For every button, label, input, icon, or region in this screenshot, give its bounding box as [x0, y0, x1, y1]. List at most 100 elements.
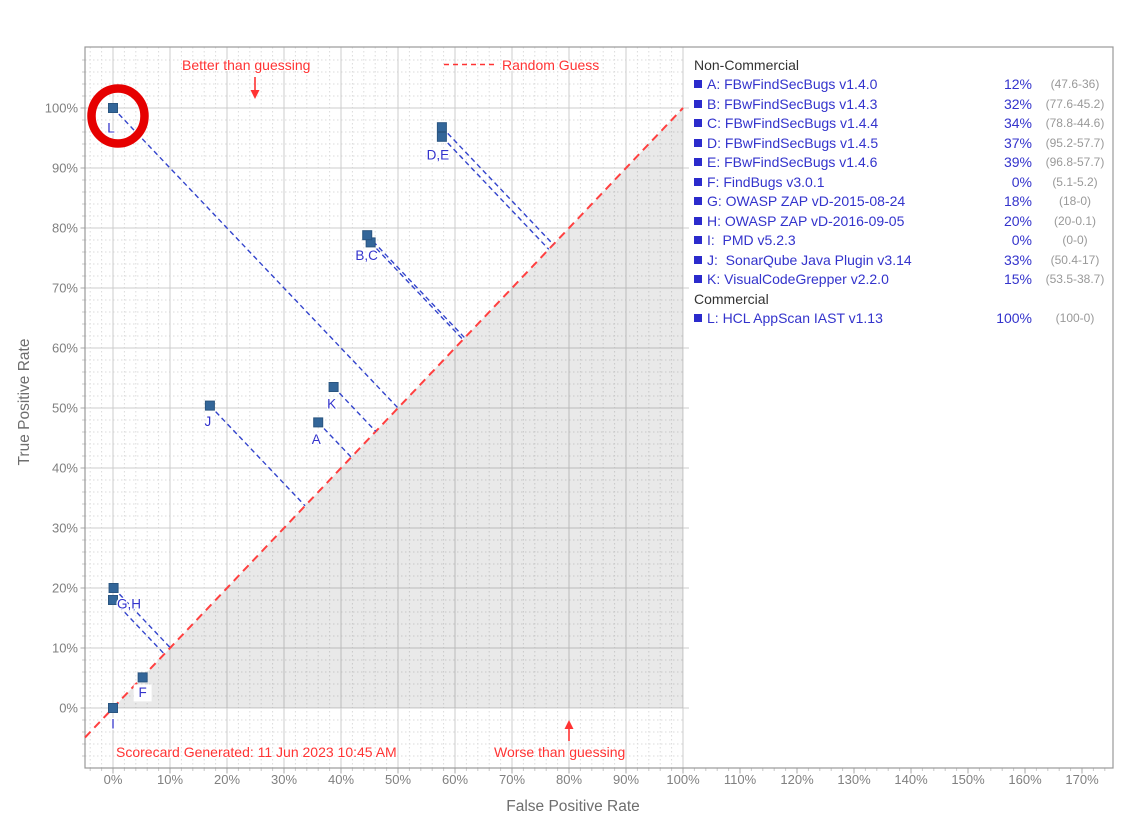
random-guess-line: [84, 107, 684, 739]
legend-item-j: J: SonarQube Java Plugin v3.14 33% (50.4-1…: [694, 250, 1118, 270]
legend-score: 12%: [1003, 76, 1032, 93]
legend-tpr-fpr-detail: (47.6-36): [1050, 77, 1100, 92]
data-point-A: [313, 417, 324, 428]
point-label-I: I: [111, 717, 115, 732]
point-label-L: L: [107, 121, 115, 136]
legend-tpr-fpr-detail: (96.8-57.7): [1045, 155, 1105, 170]
x-tick-label-20: 20%: [214, 772, 240, 787]
legend-item-h: H: OWASP ZAP vD-2016-09-05 20% (20-0.1): [694, 211, 1118, 231]
legend-marker-icon: [694, 177, 702, 186]
point-label-A: A: [312, 432, 321, 447]
legend-tool-name: G: OWASP ZAP vD-2015-08-24: [707, 193, 906, 210]
legend-tool-name: D: FBwFindSecBugs v1.4.5: [707, 134, 879, 151]
legend-tool-name: B: FBwFindSecBugs v1.4.3: [707, 95, 878, 112]
plot-border: [84, 46, 1114, 769]
legend-score: 32%: [1003, 95, 1032, 112]
legend-item-e: E: FBwFindSecBugs v1.4.6 39% (96.8-57.7): [694, 153, 1118, 173]
legend-tool-name: F: FindBugs v3.0.1: [707, 173, 825, 190]
annotation-random-guess: Random Guess: [502, 57, 600, 73]
point-label-G,H: G,H: [117, 597, 141, 612]
annotation-arrows: [250, 63, 574, 741]
y-tick-label-60: 60%: [52, 341, 78, 356]
x-tick-label-30: 30%: [271, 772, 297, 787]
legend-tpr-fpr-detail: (18-0): [1058, 194, 1091, 209]
x-tick-label-130: 130%: [837, 772, 871, 787]
legend-marker-icon: [694, 99, 702, 108]
data-points: [108, 103, 447, 713]
x-tick-label-0: 0%: [104, 772, 123, 787]
legend-tpr-fpr-detail: (77.6-45.2): [1045, 96, 1105, 111]
grid-major: [85, 47, 689, 772]
legend-marker-icon: [694, 275, 702, 284]
annotation-scorecard-generated: Scorecard Generated: 11 Jun 2023 10:45 A…: [116, 744, 397, 760]
y-axis-title: True Positive Rate: [16, 338, 33, 466]
better-arrow-head-icon: [250, 90, 260, 99]
legend-item-a: A: FBwFindSecBugs v1.4.0 12% (47.6-36): [694, 75, 1118, 95]
legend-item-k: K: VisualCodeGrepper v2.2.0 15% (53.5-38.7…: [694, 270, 1118, 290]
x-tick-label-150: 150%: [951, 772, 985, 787]
legend-tpr-fpr-detail: (20-0.1): [1053, 213, 1097, 228]
data-point-D: [436, 131, 447, 142]
connector-E: [441, 126, 554, 245]
legend-score: 37%: [1003, 134, 1032, 151]
x-tick-label-80: 80%: [556, 772, 582, 787]
connector-D: [441, 136, 550, 250]
label-backdrop: [133, 684, 152, 702]
data-point-E: [436, 122, 447, 133]
tools-legend: Non-Commercial A: FBwFindSecBugs v1.4.0 12…: [694, 55, 1118, 328]
x-tick-label-60: 60%: [442, 772, 468, 787]
legend-header-commercial: Commercial: [694, 290, 769, 307]
y-tick-label-40: 40%: [52, 461, 78, 476]
legend-score: 15%: [1003, 271, 1032, 288]
y-tick-label-0: 0%: [59, 701, 78, 716]
legend-tool-name: I: PMD v5.2.3: [707, 232, 796, 249]
legend-tpr-fpr-detail: (100-0): [1055, 311, 1095, 326]
annotation-worse-than-guessing: Worse than guessing: [494, 744, 626, 760]
point-label-J: J: [205, 414, 212, 429]
x-tick-label-110: 110%: [724, 772, 757, 787]
connector-B: [370, 241, 464, 341]
data-point-F: [137, 672, 148, 683]
legend-score: 18%: [1003, 193, 1032, 210]
point-connectors: [112, 107, 554, 655]
legend-tool-name: C: FBwFindSecBugs v1.4.4: [707, 115, 879, 132]
legend-tool-name: A: FBwFindSecBugs v1.4.0: [707, 76, 878, 93]
x-tick-label-120: 120%: [780, 772, 814, 787]
legend-score: 34%: [1003, 115, 1032, 132]
legend-marker-icon: [694, 314, 702, 323]
legend-item-l: L: HCL AppScan IAST v1.13 100% (100-0): [694, 309, 1118, 329]
point-label-F: F: [139, 685, 147, 700]
connector-J: [209, 405, 306, 507]
legend-marker-icon: [694, 197, 702, 206]
data-point-K: [328, 382, 339, 392]
x-tick-label-50: 50%: [385, 772, 411, 787]
annotation-better-than-guessing: Better than guessing: [182, 57, 311, 73]
legend-tpr-fpr-detail: (53.5-38.7): [1045, 272, 1105, 287]
y-tick-label-80: 80%: [52, 221, 78, 236]
legend-item-g: G: OWASP ZAP vD-2015-08-24 18% (18-0): [694, 192, 1118, 212]
x-tick-label-40: 40%: [328, 772, 354, 787]
legend-item-b: B: FBwFindSecBugs v1.4.3 32% (77.6-45.2): [694, 94, 1118, 114]
legend-score: 39%: [1003, 154, 1032, 171]
connector-A: [317, 421, 352, 458]
legend-tool-name: L: HCL AppScan IAST v1.13: [707, 310, 883, 327]
legend-tool-name: H: OWASP ZAP vD-2016-09-05: [707, 212, 905, 229]
y-tick-label-90: 90%: [52, 161, 78, 176]
data-point-L: [108, 103, 118, 113]
data-point-G: [108, 595, 118, 605]
legend-item-c: C: FBwFindSecBugs v1.4.4 34% (78.8-44.6): [694, 114, 1118, 134]
data-point-H: [108, 583, 119, 593]
y-tick-label-70: 70%: [52, 281, 78, 296]
legend-tpr-fpr-detail: (95.2-57.7): [1045, 135, 1105, 150]
legend-tpr-fpr-detail: (50.4-17): [1050, 252, 1100, 267]
legend-score: 0%: [1011, 173, 1032, 190]
x-tick-label-140: 140%: [894, 772, 928, 787]
legend-item-f: F: FindBugs v3.0.1 0% (5.1-5.2): [694, 172, 1118, 192]
point-labels: L A B,C D,E G,H F I J K: [106, 119, 450, 733]
connector-C: [366, 234, 466, 339]
y-tick-label-50: 50%: [52, 401, 78, 416]
legend-marker-icon: [694, 255, 702, 264]
legend-header-non-commercial: Non-Commercial: [694, 56, 800, 73]
legend-score: 100%: [996, 310, 1032, 327]
